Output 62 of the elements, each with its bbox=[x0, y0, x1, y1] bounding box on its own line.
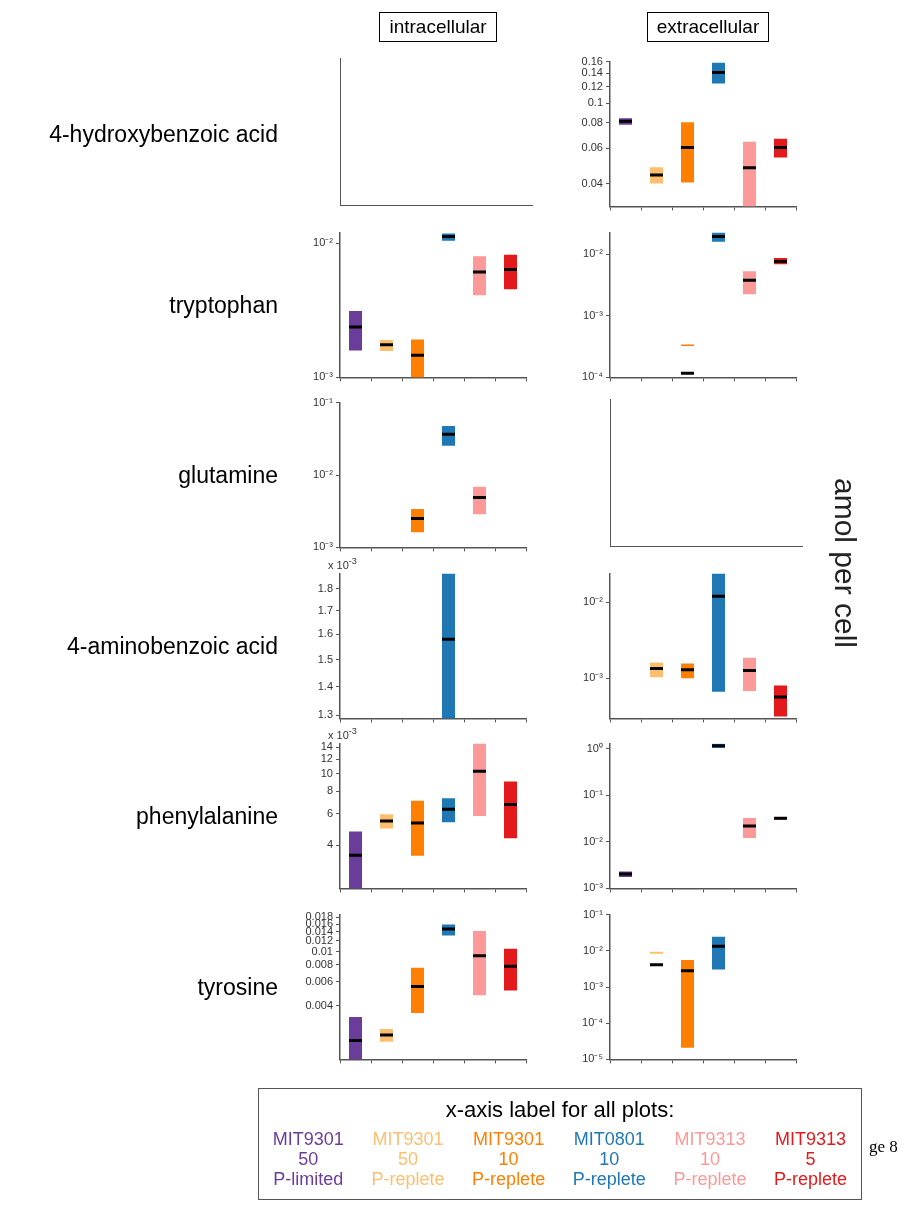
y-axis-title: tryptophan bbox=[168, 291, 278, 318]
text: x 10$^{-3}$ bbox=[328, 555, 357, 571]
y-tick-label: 10⁰ bbox=[586, 741, 603, 754]
y-tick-label: 10⁻² bbox=[583, 594, 604, 607]
y-tick-label: 1.3 bbox=[317, 707, 333, 720]
y-tick-label: 10⁻² bbox=[313, 235, 334, 248]
category-label: MIT9313 5 P-replete bbox=[774, 1129, 848, 1189]
y-axis-title: 4-aminobenzoic acid bbox=[66, 632, 278, 659]
category-label: MIT9301 50 P-limited bbox=[272, 1129, 344, 1189]
y-axis-title: phenylalanine bbox=[135, 802, 278, 830]
chart-title: extracellular bbox=[646, 12, 770, 42]
y-tick-label: 10⁻⁵ bbox=[582, 1051, 603, 1064]
text: ge 8 bbox=[869, 1137, 898, 1157]
text: intracellular bbox=[379, 12, 497, 42]
y-tick-label: 10⁻³ bbox=[583, 308, 604, 321]
y-tick-label: 0.1 bbox=[587, 96, 603, 109]
y-tick-label: 1.8 bbox=[317, 581, 333, 594]
y-tick-label: 0.008 bbox=[305, 957, 333, 970]
y-tick-label: 10⁻¹ bbox=[313, 395, 334, 408]
y-tick-label: 10⁻³ bbox=[583, 881, 604, 894]
y-tick-label: 0.14 bbox=[581, 66, 603, 79]
y-tick-label: 10⁻² bbox=[583, 246, 604, 259]
y-tick-label: 10⁻³ bbox=[313, 540, 334, 553]
text: x 10$^{-3}$ bbox=[328, 726, 357, 741]
y-tick-label: 0.01 bbox=[311, 944, 333, 957]
y-tick-label: 10⁻³ bbox=[583, 979, 604, 992]
y-tick-label: 10⁻² bbox=[313, 468, 334, 481]
y-tick-label: 12 bbox=[320, 752, 333, 765]
category-label: MIT9313 10 P-replete bbox=[673, 1129, 747, 1189]
y-tick-label: 0.06 bbox=[581, 141, 603, 154]
category-label: MIT9301 10 P-replete bbox=[472, 1129, 546, 1189]
y-tick-label: 6 bbox=[326, 806, 333, 819]
category-label: MIT0801 10 P-replete bbox=[572, 1129, 646, 1189]
text: amol per cell bbox=[828, 477, 862, 649]
category-label: MIT9301 50 P-replete bbox=[371, 1129, 445, 1189]
y-tick-label: 0.012 bbox=[305, 933, 333, 946]
y-tick-label: 1.5 bbox=[317, 652, 333, 665]
text: x-axis label for all plots: bbox=[444, 1097, 676, 1123]
y-tick-label: 0.16 bbox=[581, 54, 603, 67]
y-tick-label: 10⁻² bbox=[583, 943, 604, 956]
y-tick-label: 10⁻⁴ bbox=[582, 369, 604, 382]
y-tick-label: 10⁻² bbox=[583, 834, 604, 847]
y-tick-label: 10⁻⁴ bbox=[582, 1015, 604, 1028]
y-tick-label: 10⁻¹ bbox=[583, 907, 604, 920]
y-tick-label: 14 bbox=[320, 740, 333, 753]
y-tick-label: 10⁻¹ bbox=[583, 788, 604, 801]
y-tick-label: 10⁻³ bbox=[583, 670, 604, 683]
y-tick-label: 8 bbox=[326, 784, 333, 797]
y-tick-label: 0.004 bbox=[305, 998, 333, 1011]
y-tick-label: 0.08 bbox=[581, 115, 603, 128]
y-axis-title: tyrosine bbox=[196, 973, 278, 1000]
y-tick-label: 0.006 bbox=[305, 974, 333, 987]
y-tick-label: 1.6 bbox=[317, 626, 333, 639]
y-tick-label: 10 bbox=[320, 766, 333, 779]
y-tick-label: 1.7 bbox=[317, 603, 333, 616]
y-tick-label: 0.04 bbox=[581, 176, 603, 189]
y-tick-label: 1.4 bbox=[317, 679, 333, 692]
y-tick-label: 0.12 bbox=[581, 80, 603, 93]
text: 4-hydroxybenzoic acid bbox=[48, 120, 278, 148]
y-tick-label: 10⁻³ bbox=[313, 369, 334, 382]
y-tick-label: 4 bbox=[326, 838, 333, 851]
y-axis-title: glutamine bbox=[177, 461, 278, 489]
